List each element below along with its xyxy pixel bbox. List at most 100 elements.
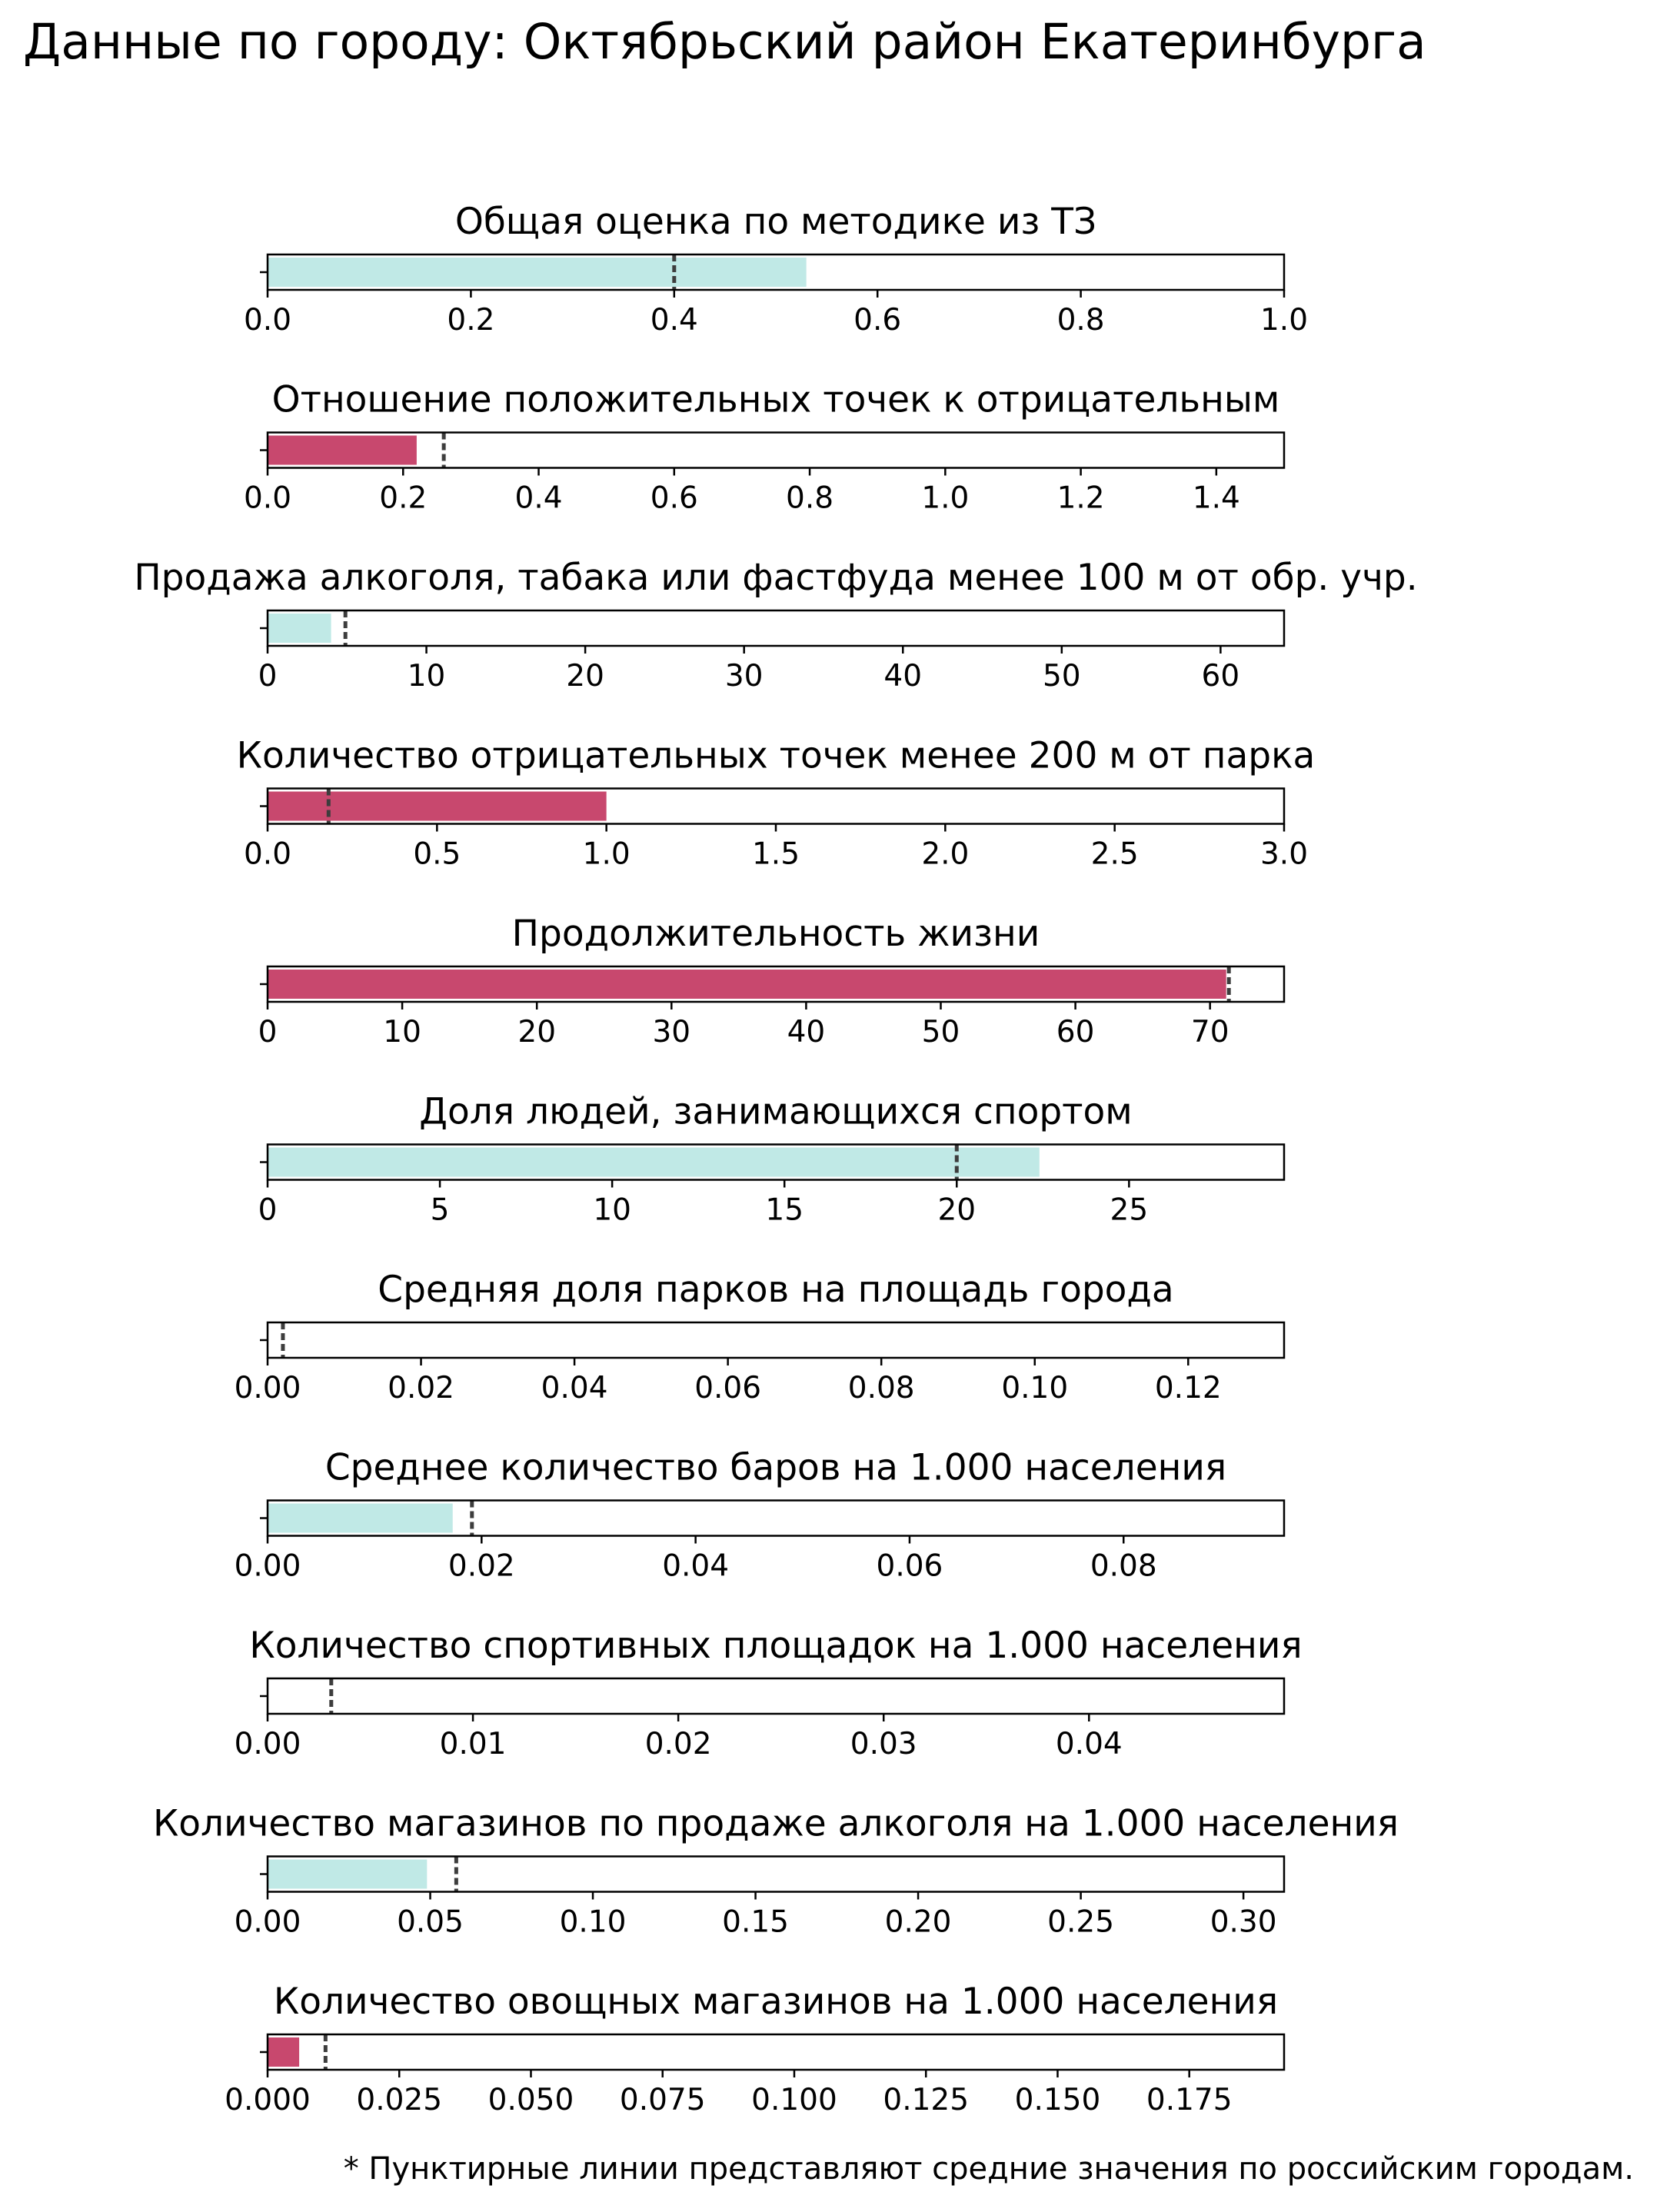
axes-frame: [266, 431, 1286, 469]
indicator-panel: Продолжительность жизни 0 10 20 30 40 50 60 70: [258, 913, 1286, 1049]
x-tick-label: 0.04: [1056, 1727, 1123, 1761]
x-tick-label: 60: [1056, 1015, 1095, 1049]
indicator-panel: Среднее количество баров на 1.000 населе…: [235, 1447, 1286, 1584]
x-tick-label: 0.4: [515, 481, 563, 516]
x-tick-label: 0.0: [244, 303, 291, 338]
x-tick-label: 0.10: [560, 1905, 627, 1940]
indicator-panel: Количество отрицательных точек менее 200…: [237, 735, 1316, 872]
x-tick-label: 30: [725, 659, 764, 694]
x-tick-label: 0.20: [885, 1905, 952, 1940]
value-bar: [268, 435, 417, 465]
x-tick-label: 0.00: [235, 1727, 301, 1761]
indicator-panels: Общая оценка по методике из ТЗ 0.0 0.2 0.4 0…: [134, 201, 1417, 2117]
x-tick-label: 0.30: [1210, 1905, 1277, 1940]
x-tick-label: 2.5: [1091, 837, 1139, 872]
x-tick-label: 0.00: [235, 1371, 301, 1405]
value-bar: [268, 791, 607, 821]
figure-footnote: * Пунктирные линии представляют средние …: [344, 2151, 1634, 2187]
indicator-panel: Средняя доля парков на площадь города 0.0…: [235, 1269, 1286, 1405]
x-tick-label: 3.0: [1260, 837, 1308, 872]
x-tick-label: 0.06: [877, 1549, 943, 1584]
value-bar: [268, 970, 1226, 999]
x-tick-label: 0: [258, 1015, 278, 1049]
x-tick-label: 0.08: [848, 1371, 915, 1405]
value-bar: [268, 2037, 300, 2067]
x-tick-label: 1.4: [1193, 481, 1240, 516]
panel-title: Количество магазинов по продаже алкоголя…: [153, 1803, 1399, 1845]
x-tick-label: 0.050: [488, 2083, 574, 2117]
x-tick-label: 0: [258, 1193, 278, 1228]
x-tick-label: 0.8: [786, 481, 834, 516]
panel-title: Средняя доля парков на площадь города: [378, 1269, 1173, 1311]
indicator-panel: Количество овощных магазинов на 1.000 на…: [225, 1981, 1286, 2117]
indicator-panel: Общая оценка по методике из ТЗ 0.0 0.2 0.4 0…: [244, 201, 1308, 338]
panel-title: Количество спортивных площадок на 1.000 …: [249, 1625, 1302, 1667]
x-tick-label: 25: [1110, 1193, 1149, 1228]
panel-title: Количество отрицательных точек менее 200…: [237, 735, 1316, 777]
x-tick-label: 0.01: [440, 1727, 507, 1761]
x-tick-label: 0.02: [388, 1371, 454, 1405]
x-tick-label: 0.03: [850, 1727, 917, 1761]
x-tick-label: 0.10: [1001, 1371, 1068, 1405]
x-tick-label: 0.06: [694, 1371, 761, 1405]
x-tick-label: 60: [1202, 659, 1240, 694]
axes-frame: [266, 609, 1286, 647]
x-tick-label: 40: [787, 1015, 826, 1049]
x-tick-label: 0.0: [244, 837, 291, 872]
x-tick-label: 30: [652, 1015, 690, 1049]
x-tick-label: 1.0: [921, 481, 969, 516]
panel-title: Количество овощных магазинов на 1.000 на…: [274, 1981, 1278, 2023]
axes-frame: [266, 2033, 1286, 2071]
indicator-panel: Отношение положительных точек к отрицате…: [244, 379, 1286, 516]
indicator-panel: Доля людей, занимающихся спортом 0 5 10 15 20…: [258, 1091, 1286, 1228]
x-tick-label: 10: [383, 1015, 421, 1049]
x-tick-label: 0.00: [235, 1905, 301, 1940]
x-tick-label: 0.175: [1146, 2083, 1233, 2117]
x-tick-label: 2.0: [921, 837, 969, 872]
x-tick-label: 0.000: [225, 2083, 311, 2117]
x-tick-label: 0.02: [645, 1727, 712, 1761]
value-bar: [268, 258, 807, 287]
panel-title: Продолжительность жизни: [512, 913, 1040, 955]
x-tick-label: 10: [593, 1193, 631, 1228]
axes-frame: [266, 1321, 1286, 1359]
x-tick-label: 0.5: [413, 837, 461, 872]
x-tick-label: 50: [1043, 659, 1081, 694]
indicator-panel: Продажа алкоголя, табака или фастфуда ме…: [134, 557, 1417, 694]
x-tick-label: 0.4: [650, 303, 698, 338]
x-tick-label: 0.025: [356, 2083, 442, 2117]
x-tick-label: 0.02: [448, 1549, 515, 1584]
x-tick-label: 0.05: [397, 1905, 464, 1940]
panel-title: Отношение положительных точек к отрицате…: [272, 379, 1280, 421]
figure-title: Данные по городу: Октябрьский район Екат…: [23, 14, 1426, 70]
panel-title: Среднее количество баров на 1.000 населе…: [325, 1447, 1226, 1489]
x-tick-label: 0.150: [1015, 2083, 1101, 2117]
panel-title: Общая оценка по методике из ТЗ: [455, 201, 1096, 243]
x-tick-label: 0.0: [244, 481, 291, 516]
x-tick-label: 1.2: [1057, 481, 1105, 516]
x-tick-label: 1.0: [1260, 303, 1308, 338]
x-tick-label: 10: [408, 659, 446, 694]
x-tick-label: 0.04: [662, 1549, 729, 1584]
axes-frame: [266, 1677, 1286, 1715]
value-bar: [268, 1859, 428, 1889]
x-tick-label: 70: [1191, 1015, 1229, 1049]
x-tick-label: 5: [431, 1193, 450, 1228]
x-tick-label: 0.075: [620, 2083, 706, 2117]
x-tick-label: 0.6: [853, 303, 901, 338]
x-tick-label: 0.125: [883, 2083, 969, 2117]
x-tick-label: 0.04: [541, 1371, 608, 1405]
panel-title: Продажа алкоголя, табака или фастфуда ме…: [134, 557, 1417, 599]
x-tick-label: 40: [883, 659, 922, 694]
x-tick-label: 0.2: [447, 303, 494, 338]
x-tick-label: 20: [517, 1015, 556, 1049]
x-tick-label: 15: [765, 1193, 804, 1228]
x-tick-label: 0.25: [1047, 1905, 1114, 1940]
x-tick-label: 20: [937, 1193, 976, 1228]
x-tick-label: 0.6: [650, 481, 698, 516]
value-bar: [268, 1147, 1040, 1177]
indicator-panel: Количество магазинов по продаже алкоголя…: [153, 1803, 1399, 1940]
x-tick-label: 20: [566, 659, 604, 694]
panel-title: Доля людей, занимающихся спортом: [419, 1091, 1133, 1133]
